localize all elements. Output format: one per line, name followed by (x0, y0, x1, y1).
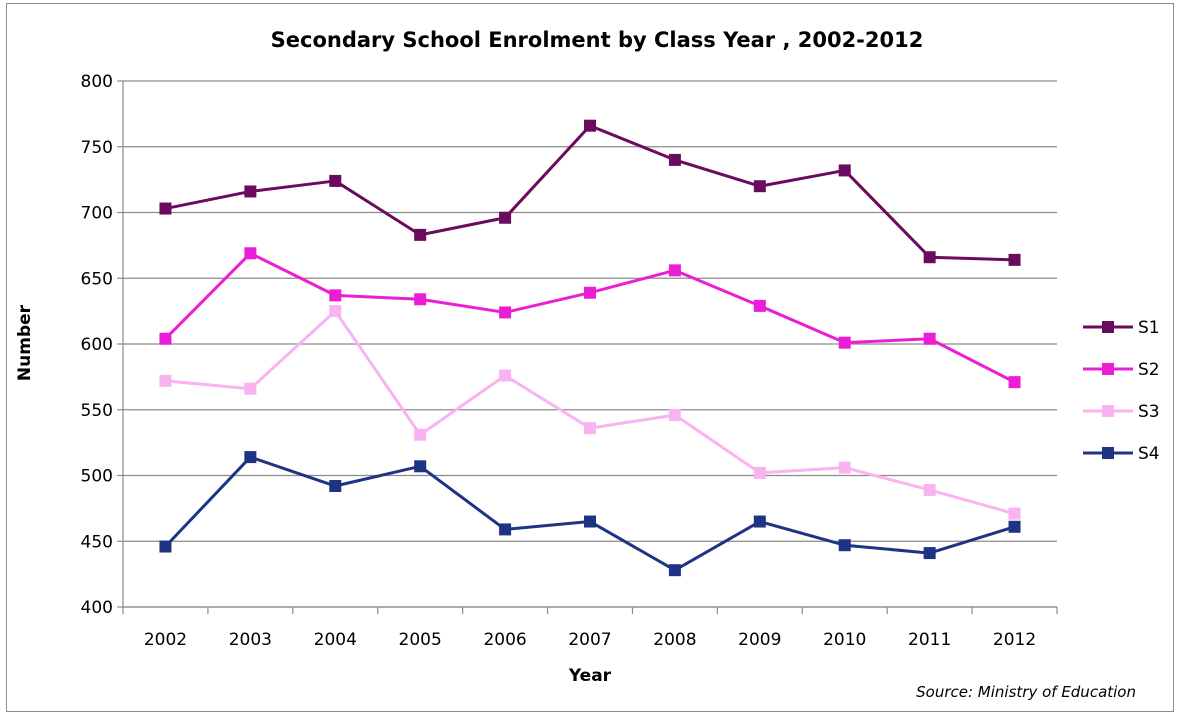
data-point (159, 540, 172, 553)
x-axis-label: Year (568, 666, 612, 686)
legend: S1 S2 S3 S4 (1083, 318, 1160, 464)
data-point (923, 251, 936, 264)
data-point (584, 515, 596, 528)
data-point (838, 539, 851, 552)
x-tick-label: 2010 (823, 630, 866, 650)
data-point (499, 523, 512, 536)
series-s3 (159, 305, 1021, 520)
x-tick-label: 2011 (908, 630, 951, 650)
data-point (753, 515, 766, 528)
y-tick-label: 550 (81, 401, 113, 421)
data-point (668, 564, 681, 577)
data-point (499, 369, 512, 382)
y-tick-label: 400 (81, 598, 113, 618)
series-s1 (159, 119, 1021, 266)
series-s4 (159, 451, 1021, 577)
x-tick-label: 2009 (738, 630, 781, 650)
data-point (923, 332, 936, 345)
legend-item-s2: S2 (1083, 360, 1160, 380)
data-point (159, 202, 172, 215)
legend-item-s1: S1 (1083, 318, 1160, 338)
legend-label: S4 (1138, 444, 1160, 464)
data-point (668, 409, 681, 422)
data-point (753, 299, 766, 312)
data-point (668, 264, 681, 277)
data-point (329, 289, 342, 302)
data-point (414, 228, 427, 241)
x-tick-labels: 2002 2003 2004 2005 2006 2007 2008 2009 2010 2011… (144, 630, 1036, 650)
chart-title: Secondary School Enrolment by Class Year… (271, 28, 924, 52)
y-tick-label: 800 (81, 72, 113, 92)
legend-marker (1102, 447, 1114, 459)
legend-label: S1 (1138, 318, 1160, 338)
y-tick-label: 450 (81, 532, 113, 552)
x-tick-label: 2006 (483, 630, 526, 650)
data-point (244, 185, 257, 198)
data-point (329, 480, 342, 493)
data-point (838, 164, 851, 177)
axes (122, 81, 1058, 614)
data-point (838, 461, 851, 474)
data-point (668, 153, 681, 166)
y-axis-label: Number (15, 304, 35, 381)
y-tick-label: 650 (81, 269, 113, 289)
data-point (923, 547, 936, 560)
gridlines (117, 80, 1057, 608)
y-tick-label: 600 (81, 335, 113, 355)
data-point (838, 336, 851, 349)
series-line-s4 (164, 455, 1015, 572)
x-tick-label: 2002 (144, 630, 187, 650)
data-point (499, 306, 512, 319)
series-line-s1 (165, 124, 1015, 262)
data-point (584, 119, 596, 132)
x-tick-label: 2007 (568, 630, 611, 650)
legend-label: S2 (1138, 360, 1160, 380)
y-tick-label: 500 (81, 467, 113, 487)
data-point (159, 332, 172, 345)
data-point (1008, 520, 1021, 533)
data-point (244, 247, 257, 260)
data-point (414, 293, 427, 306)
series-s2 (159, 247, 1021, 389)
data-point (329, 174, 342, 187)
plot-area (159, 119, 1021, 577)
legend-item-s3: S3 (1083, 402, 1160, 422)
legend-marker (1102, 363, 1114, 375)
data-point (923, 483, 936, 496)
y-tick-label: 700 (81, 204, 113, 224)
data-point (244, 451, 257, 464)
data-point (329, 305, 342, 318)
x-tick-label: 2012 (993, 630, 1036, 650)
x-tick-label: 2003 (229, 630, 272, 650)
data-point (1008, 507, 1021, 520)
legend-label: S3 (1138, 402, 1160, 422)
data-point (159, 374, 172, 387)
legend-item-s4: S4 (1083, 444, 1160, 464)
data-point (584, 286, 596, 299)
data-point (1008, 376, 1021, 389)
data-point (753, 180, 766, 193)
data-point (1008, 253, 1021, 266)
y-tick-labels: 400 450 500 550 600 650 700 750 800 (81, 72, 113, 618)
data-point (753, 466, 766, 479)
x-tick-label: 2005 (399, 630, 442, 650)
legend-marker (1102, 321, 1114, 333)
source-note: Source: Ministry of Education (916, 683, 1136, 701)
data-point (414, 460, 427, 473)
data-point (244, 382, 257, 395)
x-tick-label: 2008 (653, 630, 696, 650)
x-tick-label: 2004 (314, 630, 357, 650)
series-line-s2 (164, 251, 1016, 384)
data-point (499, 211, 512, 224)
legend-marker (1102, 405, 1114, 417)
y-tick-label: 750 (81, 138, 113, 158)
data-point (584, 422, 596, 435)
data-point (414, 428, 427, 441)
